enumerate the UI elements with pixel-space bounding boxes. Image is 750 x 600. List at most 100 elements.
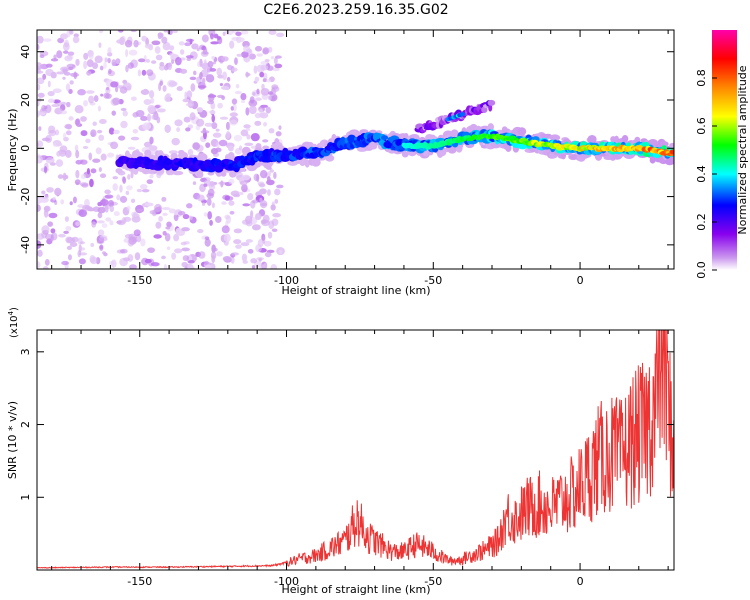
spectrogram-noise-speck: [254, 213, 262, 221]
spectrogram-noise-speck: [201, 77, 206, 84]
spectrogram-noise-speck: [103, 61, 107, 69]
spectrogram-noise-speck: [98, 118, 107, 124]
spectrogram-noise-speck: [162, 212, 168, 216]
spectrogram-noise-speck: [215, 128, 220, 132]
spectrogram-noise-speck: [64, 216, 69, 222]
spectrogram-noise-speck: [147, 104, 156, 114]
spectrogram-noise-speck: [259, 71, 265, 78]
spectrogram-noise-speck: [272, 212, 282, 218]
spectrogram-noise-speck: [89, 178, 94, 188]
spectrogram-noise-speck: [133, 39, 139, 48]
spectrogram-noise-speck: [51, 104, 60, 108]
spectrogram-noise-speck: [185, 103, 193, 107]
spectrogram-noise-speck: [245, 107, 250, 116]
spectrogram-noise-speck: [252, 92, 256, 96]
spectrogram-noise-speck: [65, 101, 71, 108]
spectrogram-noise-speck: [67, 254, 73, 261]
spectrogram-noise-speck: [272, 67, 280, 72]
spectrogram-noise-speck: [119, 248, 128, 254]
spectrogram-noise-speck: [278, 125, 282, 130]
spectrogram-noise-speck: [203, 183, 208, 187]
colorbar: [712, 30, 737, 270]
spectrogram-noise-speck: [269, 169, 274, 173]
ridge-halo: [647, 139, 658, 147]
spectrogram-noise-speck: [201, 34, 209, 43]
spectrogram-noise-speck: [219, 82, 224, 87]
spectrogram-noise-speck: [45, 157, 55, 164]
spectrogram-noise-speck: [128, 49, 138, 56]
spectrogram-noise-speck: [117, 30, 124, 33]
spectrogram-noise-speck: [254, 120, 262, 126]
spectrogram-noise-speck: [63, 50, 69, 54]
spectrogram-noise-speck: [241, 219, 250, 225]
spectrogram-noise-speck: [52, 196, 56, 201]
spectrogram-noise-speck: [60, 66, 69, 72]
spectrogram-noise-speck: [240, 242, 250, 247]
spectrogram-noise-speck: [105, 217, 112, 222]
snr-xtick-label: -50: [424, 575, 442, 588]
ridge-halo: [669, 142, 674, 149]
spectrogram-noise-speck: [256, 88, 260, 95]
spectrogram-noise-speck: [43, 38, 52, 42]
spectrogram-noise-speck: [181, 261, 188, 268]
spectrogram-noise-speck: [207, 94, 217, 98]
spectrogram-noise-speck: [140, 115, 148, 122]
spectrogram-noise-speck: [75, 150, 80, 159]
spectrogram-noise-speck: [250, 258, 258, 264]
spectrogram-noise-speck: [189, 76, 197, 81]
colorbar-axis: 0.0 0.2 0.4 0.6 0.8: [695, 69, 717, 279]
spectrogram-noise-speck: [242, 203, 251, 207]
spectrogram-noise-speck: [223, 233, 231, 243]
spectrogram-noise-speck: [80, 130, 88, 137]
spectrogram-noise-speck: [55, 142, 63, 147]
spectrogram-noise-speck: [200, 50, 209, 57]
spectrogram-noise-speck: [220, 180, 224, 188]
spectrogram-noise-speck: [108, 200, 115, 208]
spectrogram-noise-speck: [88, 53, 94, 60]
spectrogram-noise-speck: [97, 220, 105, 224]
spectrogram-noise-speck: [168, 150, 178, 155]
spectrogram-noise-speck: [268, 30, 277, 35]
spectrogram-noise-speck: [235, 31, 242, 37]
spectrogram-noise-speck: [37, 83, 41, 91]
spectrogram-noise-speck: [122, 110, 128, 117]
spectrogram-noise-speck: [37, 140, 44, 148]
spectrogram-noise-speck: [66, 236, 76, 244]
spectrogram-noise-speck: [112, 176, 119, 180]
spectrogram-noise-speck: [211, 114, 216, 123]
spectrogram-noise-speck: [239, 191, 244, 196]
spectrogram-noise-speck: [249, 210, 254, 219]
spectrogram-noise-speck: [196, 107, 204, 113]
spectrogram-noise-speck: [259, 200, 268, 209]
spectrogram-noise-speck: [162, 85, 167, 92]
spectrogram-noise-speck: [145, 58, 150, 63]
spectrogram-noise-speck: [161, 255, 166, 260]
spectrogram-noise-speck: [106, 152, 115, 158]
spectrogram-noise-speck: [136, 188, 143, 193]
spectrogram-noise-speck: [125, 49, 129, 58]
spectrogram-noise-speck: [37, 77, 45, 85]
spectrogram-noise-speck: [37, 157, 42, 164]
spectrogram-noise-speck: [120, 107, 127, 112]
spectrogram-noise-speck: [122, 176, 127, 184]
spectrogram-noise-speck: [231, 36, 240, 41]
spectrogram-noise-speck: [204, 236, 210, 240]
spectrogram-noise-speck: [52, 88, 62, 94]
spectrogram-noise-speck: [83, 100, 88, 107]
ridge-halo: [422, 149, 429, 157]
spectrogram-noise-speck: [153, 203, 162, 213]
spectrogram-noise-speck: [166, 246, 171, 251]
spectrogram-noise-speck: [229, 210, 235, 215]
spectrogram-noise-speck: [189, 112, 196, 121]
snr-axes: -150 -100 -50 0 1 2 3: [19, 330, 674, 588]
spectrogram-noise-speck: [149, 174, 154, 179]
spectrogram-noise-speck: [162, 42, 171, 51]
spectrogram-noise-speck: [161, 206, 171, 211]
spectrogram-noise-speck: [123, 238, 130, 243]
spectrogram-noise-speck: [143, 98, 152, 106]
spectrogram-noise-speck: [210, 41, 219, 45]
spectrogram-noise-speck: [199, 71, 203, 80]
spectrogram-noise-speck: [175, 227, 182, 236]
ridge-halo: [304, 159, 310, 168]
spectrogram-noise-speck: [263, 240, 272, 247]
